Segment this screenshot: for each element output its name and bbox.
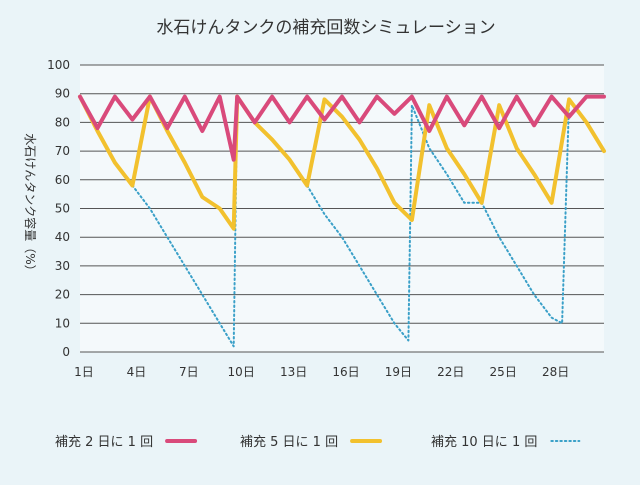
- x-tick-label: 25日: [490, 365, 517, 379]
- x-ticks: 1日 4日 7日 10日 13日 16日 19日 22日 25日 28日: [74, 365, 569, 379]
- legend-label-2: 補充 10 日に 1 回: [431, 434, 537, 450]
- y-tick-label: 10: [55, 316, 70, 330]
- y-tick-label: 70: [55, 144, 70, 158]
- x-tick-label: 7日: [179, 365, 199, 379]
- chart-title: 水石けんタンクの補充回数シミュレーション: [156, 18, 495, 38]
- grid: [80, 64, 604, 353]
- x-tick-label: 16日: [332, 365, 359, 379]
- y-tick-label: 40: [55, 230, 70, 244]
- legend-label-0: 補充 2 日に 1 回: [55, 434, 153, 450]
- x-tick-label: 10日: [228, 365, 255, 379]
- x-tick-label: 4日: [127, 365, 147, 379]
- y-tick-label: 0: [62, 345, 70, 359]
- legend-label-1: 補充 5 日に 1 回: [240, 434, 338, 450]
- y-tick-label: 30: [55, 259, 70, 273]
- y-tick-label: 50: [55, 202, 70, 216]
- y-tick-label: 90: [55, 87, 70, 101]
- y-axis-label: 水石けんタンク容量（%）: [23, 133, 38, 276]
- legend: 補充 2 日に 1 回 補充 5 日に 1 回 補充 10 日に 1 回: [55, 434, 581, 450]
- y-tick-label: 80: [55, 115, 70, 129]
- y-tick-label: 20: [55, 288, 70, 302]
- y-tick-label: 60: [55, 173, 70, 187]
- x-tick-label: 28日: [542, 365, 569, 379]
- y-ticks: 0 10 20 30 40 50 60 70 80 90 100: [47, 58, 70, 359]
- series-line-0: [78, 94, 606, 162]
- x-tick-label: 1日: [74, 365, 94, 379]
- x-tick-label: 22日: [437, 365, 464, 379]
- series-group: [78, 94, 606, 348]
- y-tick-label: 100: [47, 58, 70, 72]
- x-tick-label: 13日: [280, 365, 307, 379]
- series-line-2: [79, 95, 605, 348]
- x-tick-label: 19日: [385, 365, 412, 379]
